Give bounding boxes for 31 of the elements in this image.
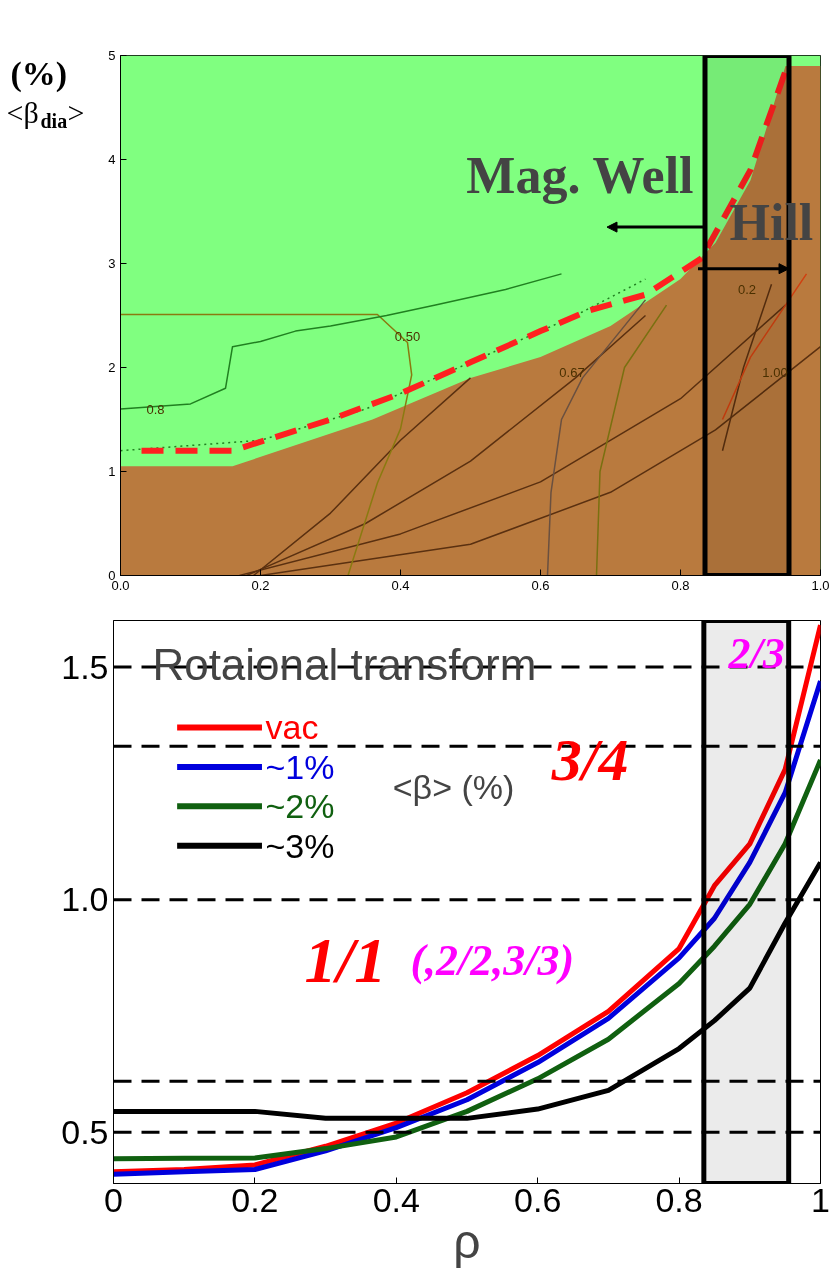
y-tick-label: 5 (108, 48, 116, 63)
legend-title: <β> (%) (392, 767, 515, 806)
legend-label: vac (265, 708, 319, 747)
annotation: 3/4 (550, 727, 629, 794)
y-tick-label: 1.5 (61, 647, 109, 686)
x-tick-label: 0.8 (655, 1180, 703, 1219)
x-tick-label: 0.6 (531, 577, 550, 593)
legend-label: ~3% (265, 826, 335, 865)
annotation: 1/1 (304, 924, 387, 996)
x-tick-label: 1.0 (811, 577, 830, 593)
x-tick-label: 0.8 (671, 577, 690, 593)
annotation: 0.2 (737, 282, 757, 297)
x-axis-title: ρ (453, 1214, 481, 1268)
legend-label: ~1% (265, 747, 335, 786)
x-tick-label: 0.4 (372, 1180, 420, 1219)
annotation: 0.8 (146, 401, 165, 417)
annotation: (,2/2,3/3) (410, 935, 575, 985)
y-tick-label: 0.5 (61, 1112, 109, 1151)
y-tick-label: 1 (108, 464, 116, 479)
legend-label: ~2% (265, 787, 335, 826)
annotation: 2/3 (727, 628, 785, 678)
y-tick-label: 2 (108, 360, 116, 375)
annotation: Mag. Well (466, 146, 694, 204)
x-tick-label: 0.4 (391, 577, 410, 593)
x-tick-label: 0.2 (251, 577, 270, 593)
x-tick-label: 1 (811, 1180, 830, 1219)
x-tick-label: 0.6 (514, 1180, 562, 1219)
x-tick-label: 0.2 (231, 1180, 279, 1219)
y-tick-label: 1.0 (61, 880, 109, 919)
y-tick-label: 3 (108, 256, 116, 271)
y-tick-label: 4 (108, 152, 116, 167)
